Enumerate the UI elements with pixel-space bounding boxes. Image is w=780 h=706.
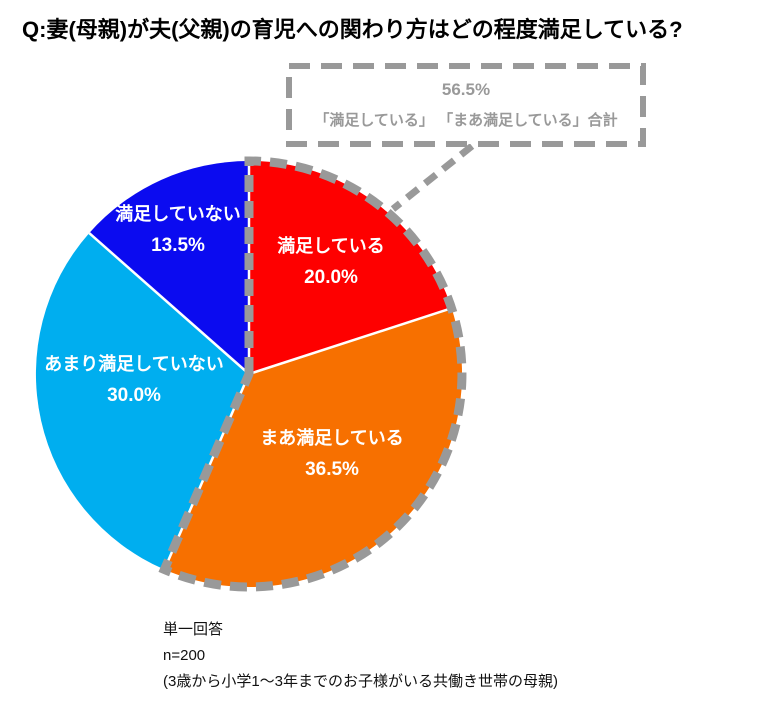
slice-name: 満足していない (115, 204, 241, 224)
callout-box (286, 63, 646, 147)
pie-slice-1 (164, 308, 463, 588)
slice-label-satisfied: 満足している 20.0% (277, 236, 384, 288)
pie-slice-0 (249, 161, 452, 374)
pie-slices (35, 160, 463, 588)
footnote-population: (3歳から小学1〜3年までのお子様がいる共働き世帯の母親) (163, 673, 559, 690)
slice-percent: 20.0% (304, 267, 358, 288)
slice-name: まあ満足している (260, 428, 404, 448)
slice-label-somewhat-satisfied: まあ満足している 36.5% (260, 428, 403, 480)
callout-caption: 「満足している」 「まあ満足している」合計 (314, 112, 618, 129)
slice-divider (88, 232, 250, 375)
slice-percent: 36.5% (305, 459, 359, 480)
page-title: Q:妻(母親)が夫(父親)の育児への関わり方はどの程度満足している? (22, 17, 683, 42)
footnote-answer-type: 単一回答 (163, 621, 224, 638)
footnote: 単一回答 n=200 (3歳から小学1〜3年までのお子様がいる共働き世帯の母親) (163, 617, 558, 695)
slice-name: 満足している (277, 236, 385, 256)
slice-label-not-satisfied: 満足していない 13.5% (115, 204, 240, 256)
callout-connector-line (390, 143, 475, 212)
slice-percent: 30.0% (107, 385, 161, 406)
highlight-group-outline (158, 156, 467, 592)
callout: 56.5% 「満足している」 「まあ満足している」合計 (289, 66, 643, 144)
footnote-sample-size: n=200 (163, 647, 206, 664)
pie-slice-3 (89, 160, 249, 374)
callout-total-percent: 56.5% (441, 80, 491, 99)
slice-name: あまり満足していない (44, 354, 224, 374)
slice-label-not-very-satisfied: あまり満足していない 30.0% (44, 354, 223, 406)
slice-percent: 13.5% (151, 235, 205, 256)
slice-divider (248, 307, 452, 376)
pie-slice-2 (35, 233, 250, 570)
